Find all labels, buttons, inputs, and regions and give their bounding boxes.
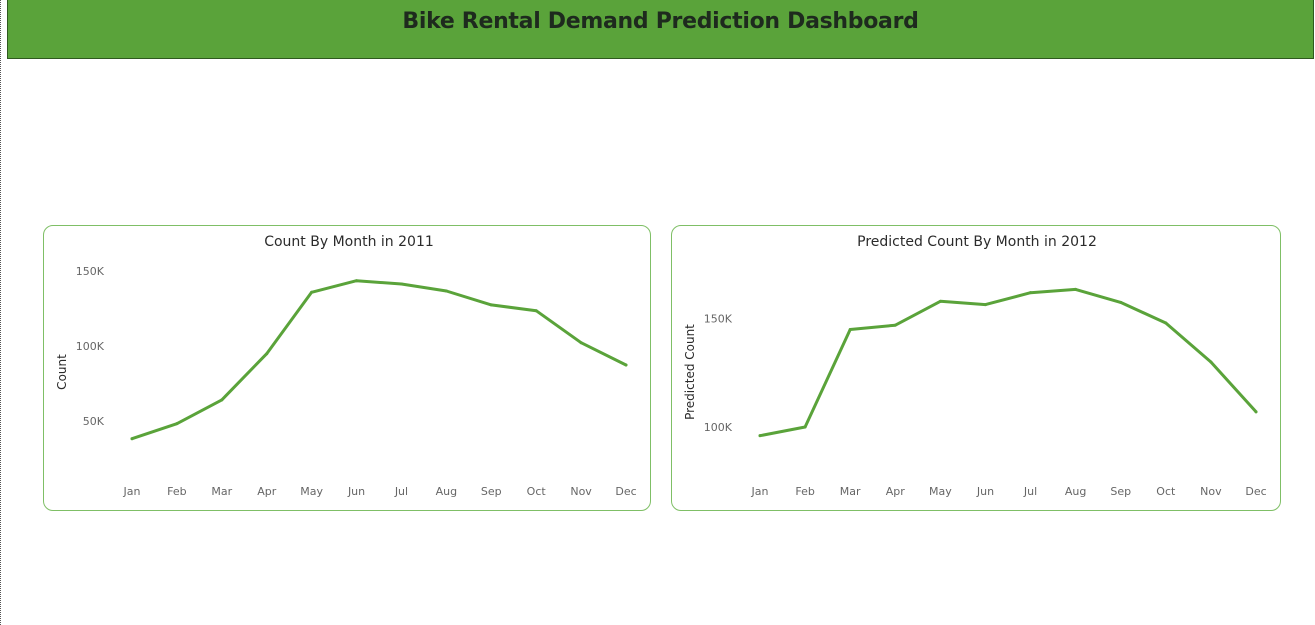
data-point[interactable] [355, 279, 359, 283]
data-point[interactable] [938, 299, 942, 303]
series-lines [130, 279, 628, 441]
chart-card-2012[interactable]: Predicted Count By Month in 2012 Predict… [671, 225, 1281, 511]
x-tick-label: Jan [751, 485, 769, 498]
x-tick-label: Jun [976, 485, 994, 498]
data-point[interactable] [803, 425, 807, 429]
dashboard-title: Bike Rental Demand Prediction Dashboard [402, 9, 919, 34]
data-point[interactable] [220, 398, 224, 402]
data-point[interactable] [983, 303, 987, 307]
y-axis-title: Count [55, 354, 69, 390]
series-line[interactable] [130, 279, 628, 441]
x-tick-label: Dec [1245, 485, 1266, 498]
data-point[interactable] [534, 309, 538, 313]
data-point[interactable] [1164, 321, 1168, 325]
series-lines [758, 287, 1258, 438]
x-axis-ticks: Jan Feb Mar Apr May Jun Jul Aug Sep Oct Nov Dec [751, 485, 1267, 498]
x-tick-label: May [929, 485, 952, 498]
y-tick-label: 50K [83, 415, 105, 428]
y-axis-ticks: 50K 100K 150K [76, 265, 105, 428]
data-point[interactable] [758, 434, 762, 438]
data-point[interactable] [893, 323, 897, 327]
data-point[interactable] [1074, 287, 1078, 291]
data-point[interactable] [399, 282, 403, 286]
y-tick-label: 150K [76, 265, 105, 278]
x-tick-label: Jul [1023, 485, 1037, 498]
data-point[interactable] [579, 341, 583, 345]
x-tick-label: Sep [481, 485, 502, 498]
line-chart-2012: Predicted Count By Month in 2012 Predict… [683, 234, 1267, 498]
x-tick-label: May [300, 485, 323, 498]
x-tick-label: Jul [394, 485, 408, 498]
chart-title: Predicted Count By Month in 2012 [857, 234, 1097, 250]
x-tick-label: Dec [615, 485, 636, 498]
x-tick-label: Nov [1200, 485, 1222, 498]
y-axis-ticks: 100K 150K [704, 313, 733, 434]
x-tick-label: Sep [1110, 485, 1131, 498]
data-point[interactable] [130, 437, 134, 441]
x-tick-label: Apr [257, 485, 277, 498]
x-tick-label: Oct [1156, 485, 1176, 498]
line-chart-2011: Count By Month in 2011 Count 50K 100K 150K… [55, 234, 637, 498]
x-tick-label: Jan [123, 485, 141, 498]
data-point[interactable] [310, 290, 314, 294]
x-tick-label: Mar [211, 485, 232, 498]
x-tick-label: Nov [570, 485, 592, 498]
chart-title: Count By Month in 2011 [264, 234, 434, 250]
data-point[interactable] [624, 363, 628, 367]
y-tick-label: 100K [704, 421, 733, 434]
x-tick-label: Feb [167, 485, 186, 498]
series-line[interactable] [758, 287, 1258, 438]
dashboard-header: Bike Rental Demand Prediction Dashboard [7, 0, 1314, 59]
data-point[interactable] [175, 422, 179, 426]
x-tick-label: Apr [886, 485, 906, 498]
data-point[interactable] [1119, 300, 1123, 304]
x-axis-ticks: Jan Feb Mar Apr May Jun Jul Aug Sep Oct Nov Dec [123, 485, 637, 498]
data-point[interactable] [1209, 360, 1213, 364]
data-point[interactable] [1254, 410, 1258, 414]
data-point[interactable] [265, 352, 269, 356]
y-tick-label: 150K [704, 313, 733, 326]
data-point[interactable] [1029, 291, 1033, 295]
data-point[interactable] [848, 328, 852, 331]
x-tick-label: Jun [347, 485, 365, 498]
x-tick-label: Aug [436, 485, 457, 498]
chart-card-2011[interactable]: Count By Month in 2011 Count 50K 100K 150K… [43, 225, 651, 511]
y-tick-label: 100K [76, 340, 105, 353]
data-point[interactable] [489, 303, 493, 307]
x-tick-label: Aug [1065, 485, 1086, 498]
data-point[interactable] [444, 289, 448, 293]
x-tick-label: Oct [527, 485, 547, 498]
y-axis-title: Predicted Count [683, 324, 697, 420]
x-tick-label: Feb [795, 485, 814, 498]
x-tick-label: Mar [840, 485, 861, 498]
